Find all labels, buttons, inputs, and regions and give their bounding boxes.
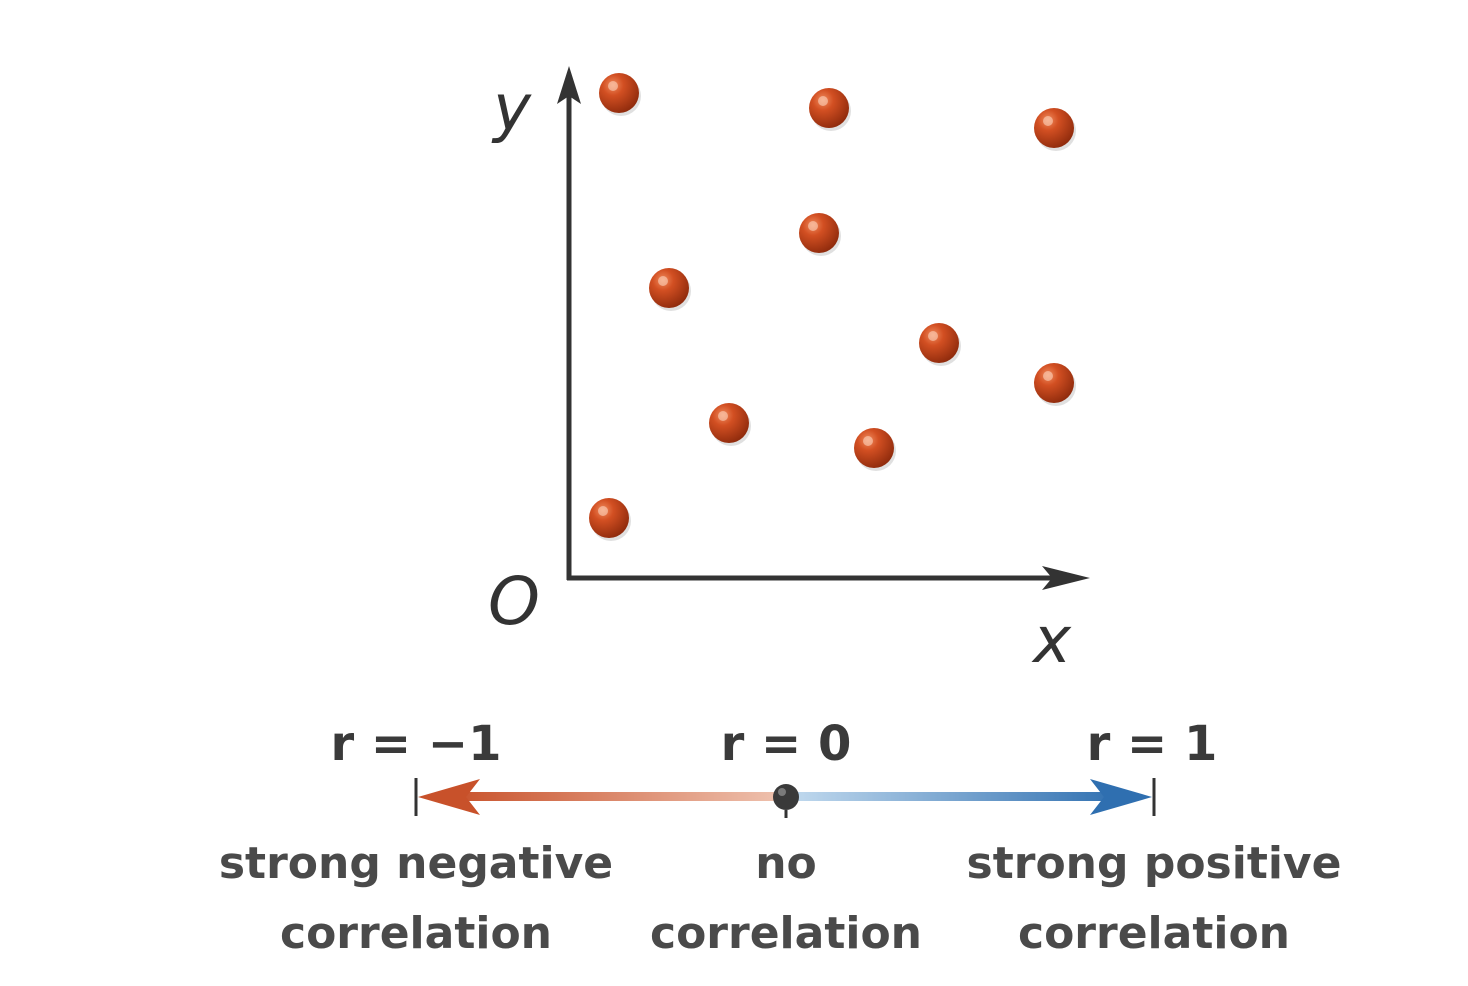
data-points <box>589 73 1076 541</box>
zero-marker <box>773 784 799 810</box>
data-point <box>599 73 641 116</box>
x-axis-arrowhead <box>1042 566 1090 590</box>
data-point <box>854 428 896 471</box>
scatter-plot: y x O <box>488 66 1090 678</box>
data-point <box>919 323 961 366</box>
data-point <box>649 268 691 311</box>
caption-zero-line1: no <box>755 838 817 889</box>
y-axis-arrowhead <box>557 66 581 104</box>
data-point <box>1034 363 1076 406</box>
caption-negative-line2: correlation <box>280 908 552 959</box>
positive-arrowhead <box>1090 779 1152 815</box>
negative-arrowhead <box>418 779 480 815</box>
positive-bar <box>786 792 1122 801</box>
r-label-positive: r = 1 <box>1087 716 1218 772</box>
data-point <box>589 498 631 541</box>
zero-marker-highlight <box>778 788 786 796</box>
negative-bar <box>450 792 786 801</box>
data-point <box>809 88 851 131</box>
r-label-negative: r = −1 <box>331 716 502 772</box>
caption-negative-line1: strong negative <box>219 838 613 889</box>
data-point <box>1034 108 1076 151</box>
caption-positive-line1: strong positive <box>967 838 1342 889</box>
y-axis-label: y <box>491 72 532 146</box>
data-point <box>709 403 751 446</box>
data-point <box>799 213 841 256</box>
origin-label: O <box>488 563 540 640</box>
correlation-scale: r = −1 r = 0 r = 1 strong negative corre… <box>219 716 1342 959</box>
caption-positive-line2: correlation <box>1018 908 1290 959</box>
x-axis-label: x <box>1031 604 1072 678</box>
caption-zero-line2: correlation <box>650 908 922 959</box>
r-label-zero: r = 0 <box>721 716 852 772</box>
